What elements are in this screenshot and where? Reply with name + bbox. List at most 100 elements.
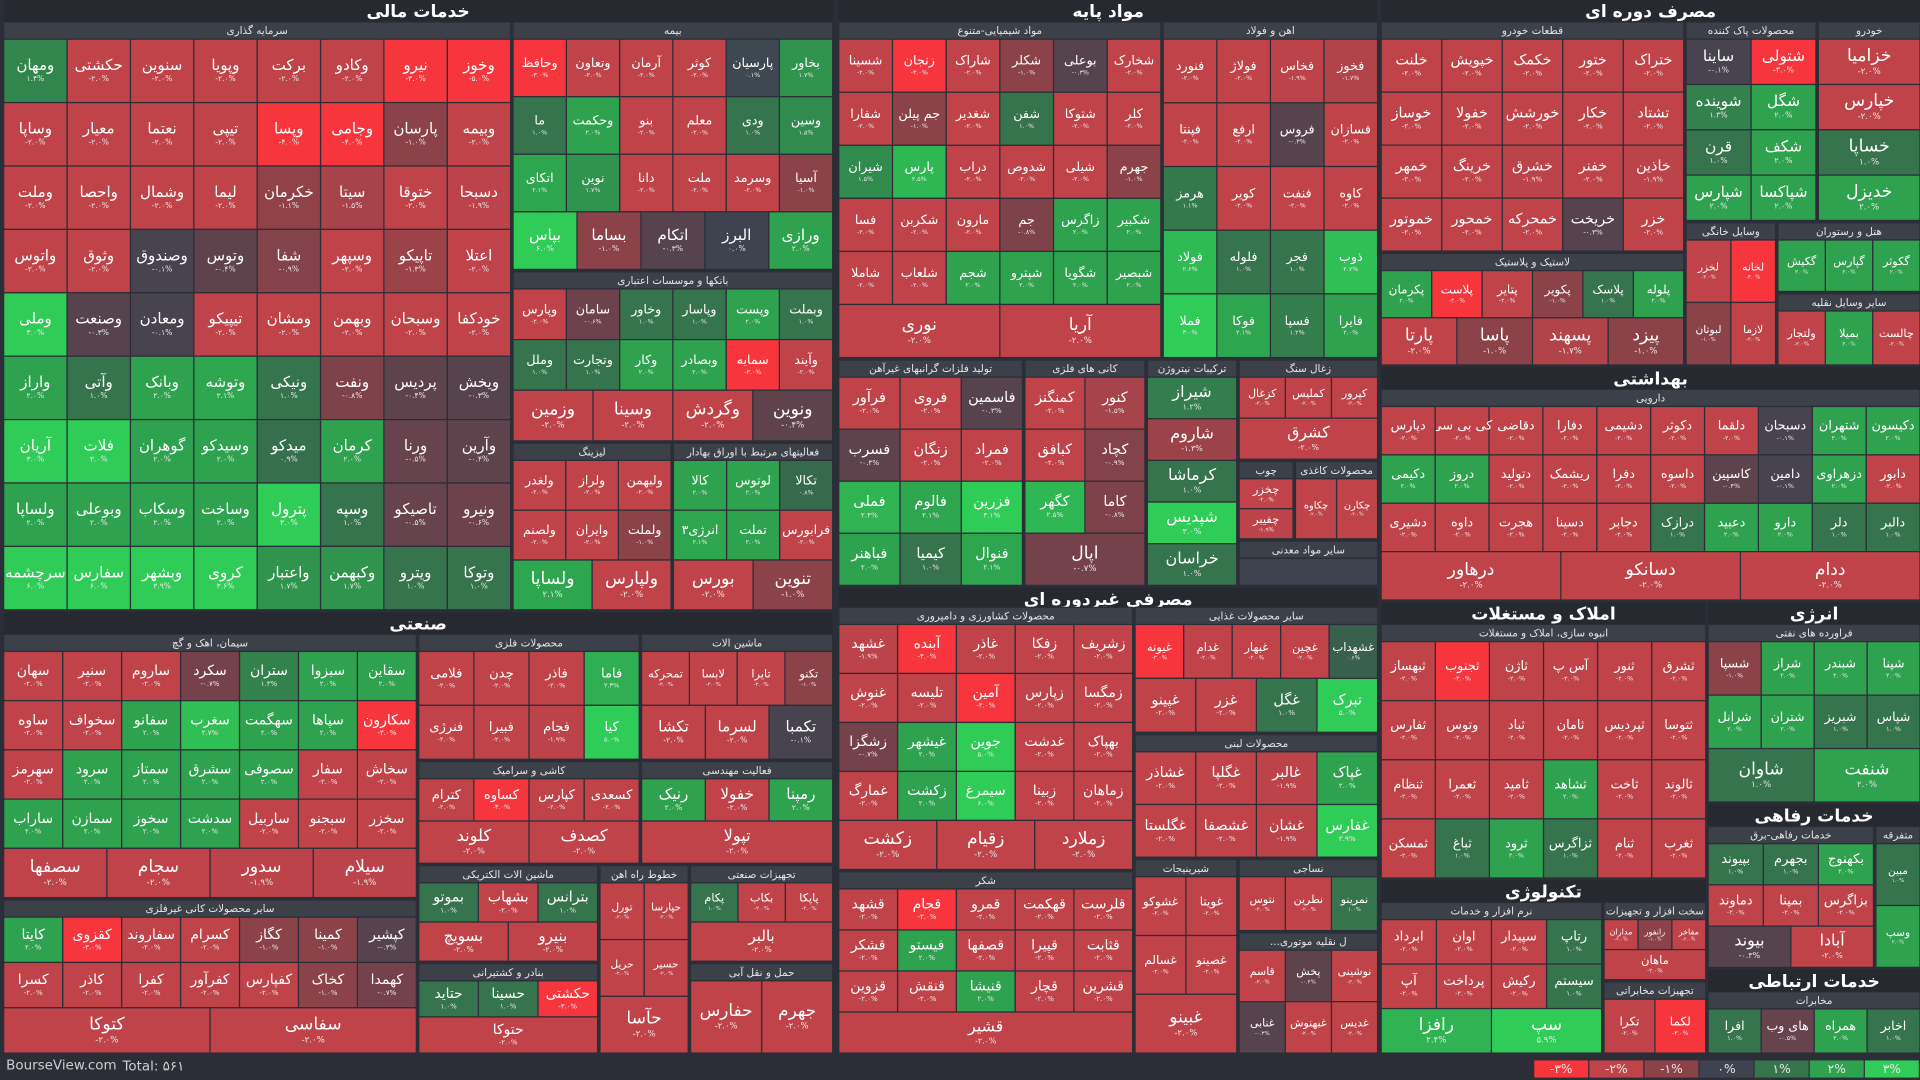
stock-change: -۲.۰% [1094, 995, 1113, 1003]
stock-tile [1817, 38, 1920, 86]
stock-change: -۲.۰% [318, 777, 337, 786]
stock-change: -۲.۰% [259, 826, 278, 835]
stock-change: -۲.۰% [89, 138, 109, 147]
stock-name: شبندر [1824, 655, 1856, 671]
stock-tile [945, 91, 1001, 146]
stock-tile [446, 228, 512, 294]
stock-name: فجام [543, 720, 570, 735]
stock-tile [1596, 502, 1652, 553]
stock-change: -۲.۰% [1639, 581, 1662, 591]
stock-tile [1750, 83, 1817, 131]
stock-change: -۲.۰% [1400, 945, 1418, 953]
stock-tile [1316, 803, 1379, 858]
stock-name: غاذر [972, 636, 998, 652]
stock-tile [1632, 270, 1685, 319]
stock-change: -۲.۰% [1746, 337, 1760, 343]
stock-tile [1824, 239, 1874, 293]
group-title: تولید فلزات گرانبهای غیرآهن [869, 362, 992, 375]
stock-change: -۲.۰% [911, 281, 928, 289]
stock-change: ۲.۰% [25, 943, 42, 952]
stock-tile [1380, 91, 1443, 146]
stock-change: -۱.۱% [279, 201, 299, 210]
stock-tile [1865, 502, 1920, 553]
stock-name: آس پ [1553, 658, 1590, 674]
stock-name: سخاش [366, 762, 408, 778]
stock-tile [1685, 239, 1732, 304]
stock-change: ۲.۱% [532, 187, 547, 194]
site-name: BourseView.com [6, 1058, 117, 1073]
stock-name: کپارس [538, 788, 575, 803]
stock-name: وخاور [630, 301, 661, 317]
stock-name: معلم [687, 113, 713, 129]
stock-name: غبینو [1168, 1008, 1202, 1028]
stock-name: کاوه [1339, 186, 1363, 201]
stock-tile [1603, 918, 1639, 951]
stock-change: -۲.۰% [1644, 227, 1664, 236]
stock-tile [725, 509, 781, 561]
stock-change: ۱.۰% [1886, 726, 1901, 733]
group-body [1238, 557, 1379, 586]
stock-tile [1875, 843, 1920, 907]
stock-name: کفرا [138, 972, 164, 988]
stock-tile [1134, 803, 1197, 858]
stock-tile [1073, 623, 1134, 675]
stock-change: -۲.۰% [1462, 227, 1482, 236]
stock-name: وسپ [1886, 927, 1910, 939]
stock-name: بیوند [1734, 931, 1764, 951]
stock-name: پیزد [1632, 325, 1659, 345]
stock-tile [1284, 1001, 1333, 1054]
stock-name: شاروم [1170, 423, 1214, 443]
stock-change: ۲.۰% [261, 777, 278, 786]
stock-change: -۲.۰% [142, 943, 161, 952]
stock-tile [66, 545, 132, 611]
stock-change: -۲.۰% [1094, 751, 1113, 759]
stock-name: ولساپا [16, 500, 55, 519]
stock-change: ۲.۰% [919, 751, 936, 759]
stock-name: زماهان [1083, 783, 1123, 799]
stock-name: وآرین [462, 437, 496, 455]
stock-name: غیشهر [907, 734, 946, 750]
stock-change: -۱.۰% [1550, 297, 1567, 304]
stock-name: وتوشه [205, 373, 245, 391]
stock-name: کساوه [484, 788, 520, 803]
stock-tile [1134, 934, 1187, 995]
stock-tile [1817, 83, 1920, 131]
stock-change: -۲.۰% [1347, 1031, 1362, 1037]
stock-change: ۱.۰% [440, 1003, 457, 1011]
stock-name: قرن [1705, 138, 1732, 156]
stock-tile [1014, 623, 1075, 675]
stock-name: سپاها [312, 712, 344, 728]
stock-name: وسینا [614, 400, 652, 420]
stock-change: ۱.۰% [1019, 122, 1034, 130]
stock-name: غشصفا [1204, 818, 1249, 834]
stock-name: فزرین [973, 493, 1010, 510]
stock-change: -۲.۰% [1819, 581, 1842, 591]
stock-tile [446, 418, 512, 484]
stock-tile [193, 418, 258, 484]
stock-change: ۱.۷% [343, 581, 361, 590]
stock-change: -۲.۰% [638, 129, 655, 136]
stock-tile [1707, 884, 1764, 927]
stock-name: حکشتی [546, 986, 590, 1002]
stock-tile [838, 770, 899, 822]
stock-tile [1073, 929, 1134, 972]
group-title: نساجی [1293, 863, 1323, 875]
stock-name: رکیش [1502, 974, 1535, 989]
stock-tile [1488, 759, 1545, 820]
stock-tile [599, 995, 689, 1054]
stock-name: بمیلا [1839, 327, 1859, 340]
stock-change: -۰.۳% [663, 244, 684, 253]
stock-name: تپولا [724, 826, 751, 846]
stock-change: -۰.۳% [1072, 69, 1089, 77]
stock-tile [1279, 623, 1330, 679]
legend-swatch [1589, 1060, 1644, 1078]
stock-name: فرابورس [782, 522, 830, 538]
stock-tile [1603, 998, 1656, 1054]
stock-change: -۲.۰% [1156, 708, 1176, 717]
stock-name: کپشیر [368, 927, 405, 943]
stock-change: ۳.۰% [27, 328, 45, 337]
stock-name: آبادا [1820, 931, 1846, 950]
stock-name: ثتوسا [1664, 718, 1693, 733]
stock-tile [193, 292, 258, 357]
stock-tile [778, 509, 834, 561]
